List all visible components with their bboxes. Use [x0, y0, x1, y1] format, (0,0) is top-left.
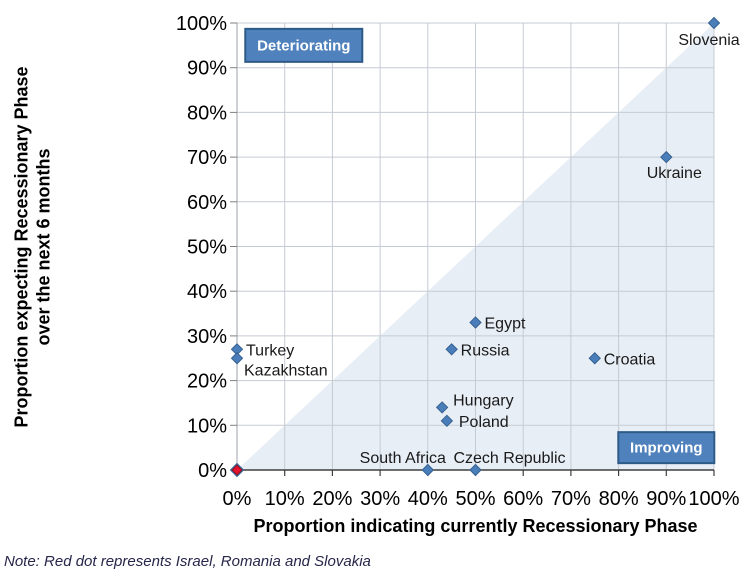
- x-tick-label: 50%: [455, 488, 495, 510]
- data-point-label-russia: Russia: [461, 342, 510, 359]
- y-tick-label: 70%: [187, 147, 227, 169]
- data-point-poland: [440, 414, 454, 428]
- data-point-south-africa: [421, 463, 435, 477]
- x-tick-label: 0%: [223, 488, 252, 510]
- annotation-box-deteriorating: [244, 27, 364, 63]
- data-point-russia: [445, 343, 458, 356]
- data-point-label-hungary: Hungary: [453, 392, 513, 409]
- data-point-israel-romania-slovakia: [231, 464, 243, 476]
- scatter-chart-canvas: 0% 0% 10% 10% 20% 20% 30% 30% 40% 40% 50% 50% 60% 60%…: [176, 13, 740, 510]
- footnote: Note: Red dot represents Israel, Romania…: [4, 553, 371, 570]
- x-tick-label: 60%: [503, 488, 543, 510]
- data-point-czech-republic: [469, 463, 482, 477]
- y-tick-label: 10%: [187, 415, 227, 437]
- y-tick-label: 30%: [187, 326, 227, 348]
- data-point-label-slovenia: Slovenia: [678, 32, 739, 49]
- annotation-label-improving: Improving: [630, 440, 703, 457]
- x-tick-label: 30%: [360, 488, 400, 510]
- data-point-slovenia: [707, 16, 721, 30]
- annotation-box-improving: [617, 431, 716, 465]
- x-tick-label: 90%: [646, 488, 686, 510]
- annotation-label-deteriorating: Deteriorating: [257, 37, 350, 54]
- data-point-label-czech-republic: Czech Republic: [453, 450, 565, 467]
- y-axis-title: Proportion expecting Recessionary Phase …: [11, 24, 57, 471]
- data-point-ukraine: [660, 150, 673, 164]
- data-point-label-south-africa: South Africa: [360, 450, 446, 467]
- x-axis-title: Proportion indicating currently Recessio…: [253, 516, 698, 536]
- data-point-kazakhstan: [230, 352, 244, 365]
- y-tick-label: 40%: [187, 281, 227, 303]
- y-axis-title-line1: Proportion expecting Recessionary Phase: [11, 66, 32, 428]
- x-tick-label: 100%: [688, 488, 739, 510]
- data-point-label-turkey: Turkey: [246, 342, 294, 359]
- y-tick-label: 50%: [187, 237, 227, 259]
- x-tick-label: 10%: [265, 488, 305, 510]
- x-tick-label: 80%: [599, 488, 639, 510]
- y-axis-title-line2: over the next 6 months: [33, 148, 54, 346]
- y-tick-label: 80%: [187, 102, 227, 124]
- x-tick-label: 20%: [312, 488, 352, 510]
- data-point-label-egypt: Egypt: [485, 315, 526, 332]
- y-tick-label: 100%: [176, 13, 227, 35]
- data-point-label-poland: Poland: [459, 414, 509, 431]
- data-point-label-kazakhstan: Kazakhstan: [244, 362, 328, 379]
- data-point-label-ukraine: Ukraine: [647, 165, 702, 182]
- data-point-egypt: [469, 316, 482, 329]
- y-tick-label: 90%: [187, 58, 227, 80]
- y-tick-label: 0%: [198, 460, 227, 482]
- x-tick-label: 40%: [408, 488, 448, 510]
- data-point-croatia: [588, 352, 601, 365]
- data-point-label-croatia: Croatia: [604, 351, 656, 368]
- y-tick-label: 20%: [187, 371, 227, 393]
- data-point-hungary: [435, 401, 449, 414]
- x-tick-label: 70%: [551, 488, 591, 510]
- y-tick-label: 60%: [187, 192, 227, 214]
